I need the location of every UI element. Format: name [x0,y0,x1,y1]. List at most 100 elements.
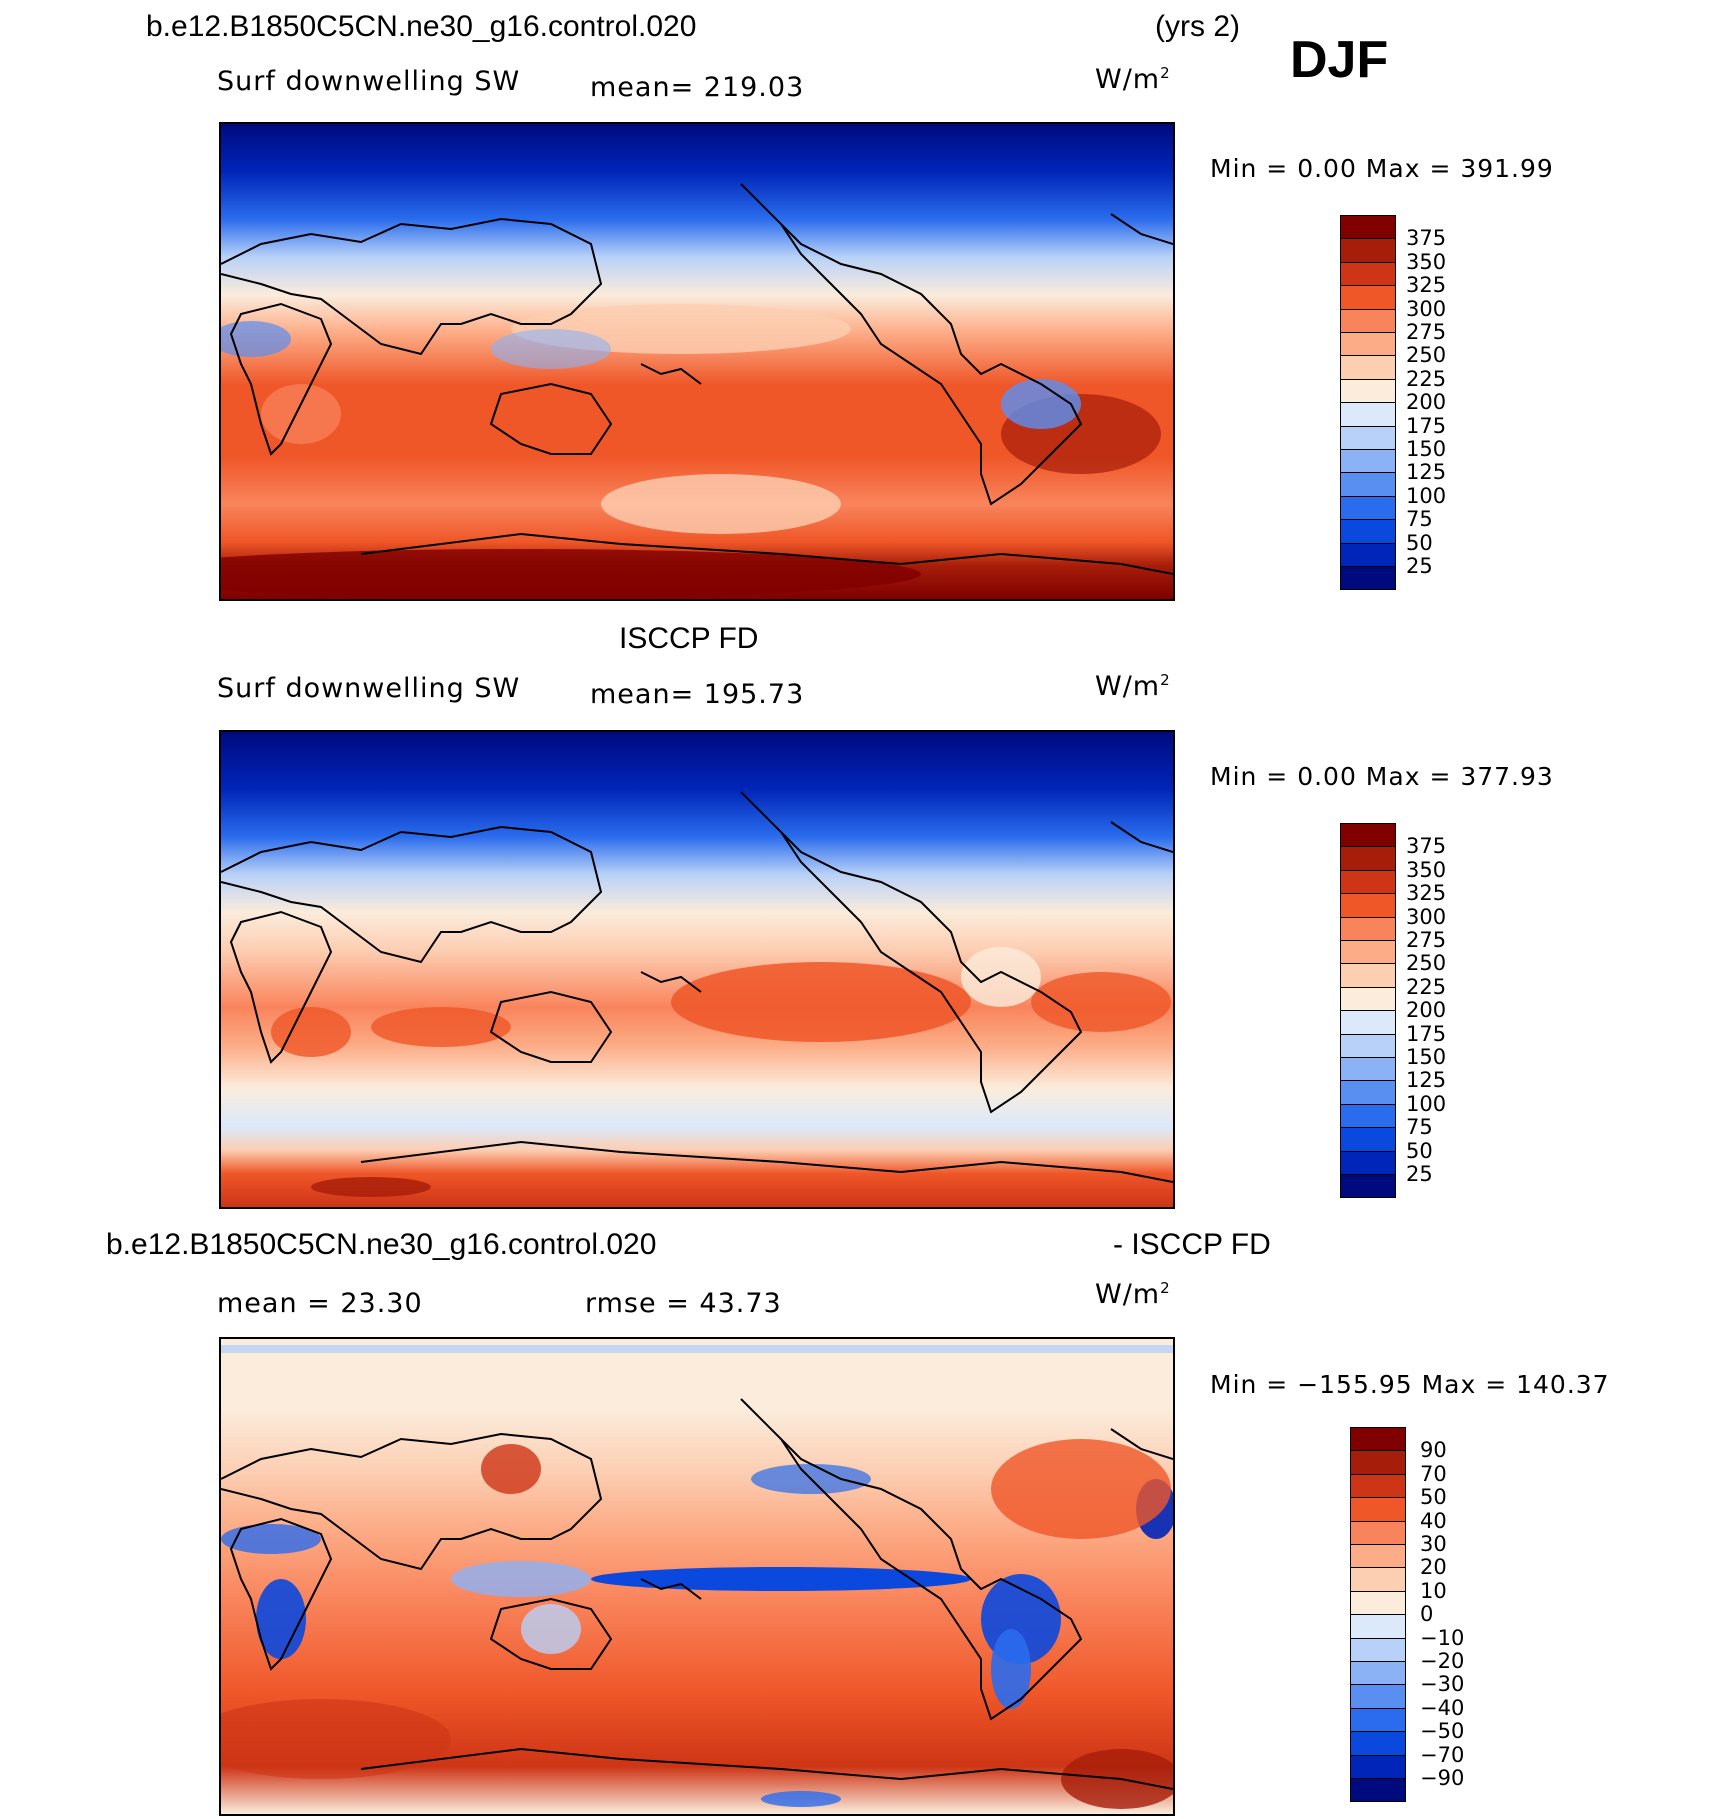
colorbar-label: 100 [1406,483,1447,508]
colorbar-cell [1340,1010,1396,1035]
colorbar-cell [1340,1080,1396,1105]
panel3-title-left: b.e12.B1850C5CN.ne30_g16.control.020 [106,1228,657,1261]
panel3-rmse: rmse = 43.73 [585,1288,782,1319]
colorbar-cell [1340,940,1396,965]
colorbar-label: 350 [1406,249,1447,274]
colorbar-label: 250 [1406,343,1447,368]
panel2-units: W/m2 [1095,671,1171,702]
colorbar-cell [1350,1637,1406,1662]
colorbar-cell [1340,1033,1396,1058]
colorbar-label: −90 [1420,1766,1465,1790]
colorbar-cell [1350,1754,1406,1779]
colorbar-label: −20 [1420,1649,1465,1673]
colorbar-label: −50 [1420,1719,1465,1744]
panel2-variable: Surf downwelling SW [217,673,521,704]
colorbar-cell [1340,566,1396,591]
colorbar-label: −30 [1420,1672,1465,1697]
colorbar-cell [1340,449,1396,474]
colorbar-cell [1340,402,1396,427]
colorbar-label: 70 [1420,1461,1447,1486]
colorbar-label: 300 [1406,904,1447,929]
colorbar-cell [1340,519,1396,544]
colorbar-cell [1340,823,1396,848]
colorbar-cell [1340,378,1396,404]
colorbar-label: 200 [1406,390,1447,415]
colorbar-cell [1350,1497,1406,1522]
colorbar-label: 325 [1406,881,1447,906]
colorbar-label: 275 [1406,320,1447,344]
colorbar-cell [1350,1567,1406,1592]
panel1-map [219,122,1175,601]
colorbar-cell [1350,1684,1406,1709]
colorbar-label: 125 [1406,460,1447,485]
colorbar-label: 225 [1406,366,1447,391]
colorbar-cell [1340,472,1396,497]
colorbar-label: 10 [1420,1578,1447,1603]
panel2-field [221,732,1173,1207]
colorbar-label: 375 [1406,834,1447,859]
colorbar-label: −70 [1420,1742,1465,1767]
colorbar-label: 250 [1406,951,1447,976]
colorbar-cell [1350,1544,1406,1569]
colorbar-cell [1340,215,1396,240]
colorbar-cell [1350,1450,1406,1475]
panel3-minmax: Min = −155.95 Max = 140.37 [1210,1370,1610,1399]
colorbar-cell [1340,916,1396,941]
colorbar-cell [1340,261,1396,287]
colorbar-label: 75 [1406,1115,1433,1140]
colorbar-label: 325 [1406,273,1447,298]
panel2-map [219,730,1175,1209]
colorbar-cell [1350,1707,1406,1733]
colorbar-cell [1340,986,1396,1012]
colorbar-cell [1340,1127,1396,1152]
panel2-minmax: Min = 0.00 Max = 377.93 [1210,762,1554,791]
colorbar-label: 150 [1406,1045,1447,1069]
panel3-field [221,1339,1173,1814]
colorbar-label: 350 [1406,857,1447,882]
colorbar-cell [1340,495,1396,521]
colorbar-label: 25 [1406,554,1433,578]
colorbar-label: 40 [1420,1508,1447,1533]
run-title: b.e12.B1850C5CN.ne30_g16.control.020 [146,10,697,43]
panel1-mean: mean= 219.03 [590,72,805,103]
colorbar-label: 30 [1420,1532,1447,1556]
colorbar-cell [1340,285,1396,310]
colorbar-cell [1350,1590,1406,1616]
colorbar-label: 300 [1406,296,1447,321]
colorbar-cell [1340,355,1396,380]
colorbar-label: 90 [1420,1438,1447,1463]
colorbar-cell [1340,425,1396,450]
colorbar-cell [1350,1778,1406,1803]
colorbar-cell [1350,1427,1406,1452]
panel3-units: W/m2 [1095,1279,1171,1310]
colorbar-cell [1350,1614,1406,1639]
colorbar-cell [1350,1520,1406,1545]
colorbar-label: 175 [1406,413,1447,438]
colorbar-cell [1340,893,1396,918]
colorbar-cell [1350,1731,1406,1756]
colorbar-label: 100 [1406,1091,1447,1116]
colorbar-cell [1340,308,1396,333]
colorbar-cell [1340,1150,1396,1175]
panel1-units: W/m2 [1095,64,1171,95]
colorbar-label: 50 [1420,1485,1447,1510]
panel3-title-right: - ISCCP FD [1113,1228,1271,1261]
colorbar-label: 200 [1406,998,1447,1023]
colorbar-label: −10 [1420,1625,1465,1650]
colorbar-label: 175 [1406,1021,1447,1046]
colorbar-cell [1340,963,1396,988]
panel1-minmax: Min = 0.00 Max = 391.99 [1210,154,1554,183]
colorbar-label: 150 [1406,437,1447,461]
colorbar-label: 275 [1406,928,1447,952]
panel3-mean: mean = 23.30 [217,1288,423,1319]
panel1-field [221,124,1173,599]
colorbar-cell [1340,846,1396,871]
panel2-title: ISCCP FD [619,622,759,655]
season-label: DJF [1290,31,1389,89]
colorbar-cell [1340,1057,1396,1082]
colorbar-label: 75 [1406,507,1433,532]
colorbar-cell [1340,1174,1396,1199]
colorbar-label: 375 [1406,226,1447,251]
years-label: (yrs 2) [1155,10,1240,43]
